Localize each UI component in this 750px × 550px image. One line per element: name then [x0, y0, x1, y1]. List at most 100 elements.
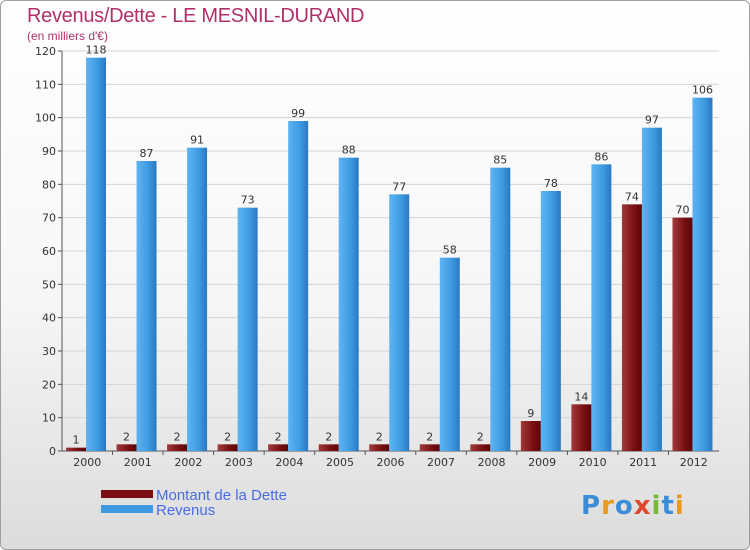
value-labels: 1 118 2 87 2 91 2 73 2 99 2 88 2 77 2 58 2 85 9 78 14 86 74 97 7… [73, 44, 713, 447]
bar-debt [520, 421, 541, 451]
x-tick-label: 2011 [629, 456, 657, 469]
bar-debt [621, 204, 642, 451]
x-tick-label: 2006 [377, 456, 405, 469]
x-tick-label: 2010 [579, 456, 607, 469]
bar-revenus [237, 207, 258, 451]
bar-debt [672, 217, 693, 451]
y-tick-label: 10 [42, 412, 56, 425]
chart-subtitle: (en milliers d'€) [27, 29, 108, 43]
bar-debt [470, 444, 491, 451]
bar-revenus [540, 191, 561, 451]
value-label: 106 [692, 84, 713, 97]
value-label: 87 [140, 147, 154, 160]
logo-letter: P [581, 491, 602, 521]
y-tick-label: 70 [42, 212, 56, 225]
bar-debt [571, 404, 592, 451]
bar-debt [419, 444, 440, 451]
legend-label-debt: Montant de la Dette [156, 487, 287, 504]
bar-revenus [439, 257, 460, 451]
value-label: 97 [645, 114, 659, 127]
bar-revenus [389, 194, 410, 452]
logo-letter: o [614, 491, 634, 521]
value-label: 85 [493, 154, 507, 167]
x-tick-label: 2008 [478, 456, 506, 469]
y-tick-label: 20 [42, 378, 56, 391]
bar-debt [217, 444, 238, 451]
value-label: 58 [443, 244, 457, 257]
value-label: 91 [190, 134, 204, 147]
y-tick-label: 50 [42, 278, 56, 291]
bars [66, 57, 713, 452]
logo-letter: i [651, 491, 662, 521]
value-label: 2 [174, 430, 181, 443]
x-tick-labels: 2000 2001 2002 2003 2004 2005 2006 2007 2008 2009… [73, 456, 707, 469]
value-label: 70 [675, 204, 689, 217]
value-label: 99 [291, 107, 305, 120]
bar-debt [268, 444, 289, 451]
value-label: 14 [574, 390, 588, 403]
value-label: 2 [325, 430, 332, 443]
legend-label-revenus: Revenus [156, 502, 215, 519]
value-label: 2 [275, 430, 282, 443]
x-tick-label: 2000 [73, 456, 101, 469]
chart-title: Revenus/Dette - LE MESNIL-DURAND [27, 5, 365, 27]
axes [58, 50, 719, 455]
value-label: 2 [123, 430, 130, 443]
x-tick-label: 2001 [124, 456, 152, 469]
bar-debt [369, 444, 390, 451]
value-label: 2 [224, 430, 231, 443]
value-label: 1 [73, 434, 80, 447]
proxiti-logo: Proxiti [581, 491, 685, 521]
value-label: 2 [477, 430, 484, 443]
legend-swatch-revenus [101, 505, 153, 513]
value-label: 74 [625, 190, 639, 203]
bar-revenus [288, 121, 309, 451]
bar-revenus [490, 167, 511, 451]
bar-debt [66, 447, 86, 451]
bar-revenus [136, 161, 157, 451]
y-tick-label: 120 [35, 45, 56, 58]
legend: Montant de la Dette Revenus [101, 487, 287, 519]
bar-revenus [692, 97, 713, 452]
logo-letter: t [661, 491, 675, 521]
y-tick-label: 110 [35, 78, 56, 91]
y-tick-label: 80 [42, 178, 56, 191]
legend-swatch-debt [101, 490, 153, 498]
bar-revenus [187, 147, 208, 451]
value-label: 77 [392, 180, 406, 193]
bar-debt [116, 444, 137, 451]
logo-letter: x [633, 491, 652, 521]
x-tick-label: 2004 [275, 456, 303, 469]
bar-revenus [641, 127, 662, 452]
value-label: 2 [426, 430, 433, 443]
y-tick-label: 40 [42, 312, 56, 325]
x-tick-label: 2005 [326, 456, 354, 469]
bar-debt [318, 444, 339, 451]
logo-letter: i [674, 491, 685, 521]
x-tick-label: 2012 [680, 456, 708, 469]
value-label: 9 [527, 407, 534, 420]
y-tick-label: 0 [49, 445, 56, 458]
x-tick-label: 2009 [528, 456, 556, 469]
bar-revenus [338, 157, 359, 451]
y-tick-labels: 0 10 20 30 40 50 60 70 80 90 100 110 120 [35, 45, 56, 458]
value-label: 78 [544, 177, 558, 190]
x-tick-label: 2002 [174, 456, 202, 469]
x-tick-label: 2003 [225, 456, 253, 469]
bar-debt [167, 444, 188, 451]
value-label: 73 [241, 194, 255, 207]
logo-letter: r [601, 491, 615, 521]
y-tick-label: 60 [42, 245, 56, 258]
value-label: 118 [86, 44, 107, 57]
value-label: 88 [342, 144, 356, 157]
value-label: 86 [594, 150, 608, 163]
bar-revenus [86, 57, 106, 452]
x-tick-label: 2007 [427, 456, 455, 469]
y-tick-label: 100 [35, 112, 56, 125]
value-label: 2 [376, 430, 383, 443]
bar-revenus [591, 164, 612, 452]
y-tick-label: 30 [42, 345, 56, 358]
y-tick-label: 90 [42, 145, 56, 158]
